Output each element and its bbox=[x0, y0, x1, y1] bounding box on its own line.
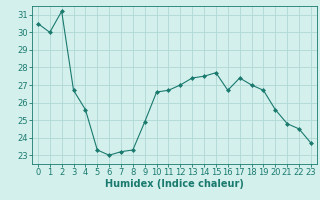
X-axis label: Humidex (Indice chaleur): Humidex (Indice chaleur) bbox=[105, 179, 244, 189]
